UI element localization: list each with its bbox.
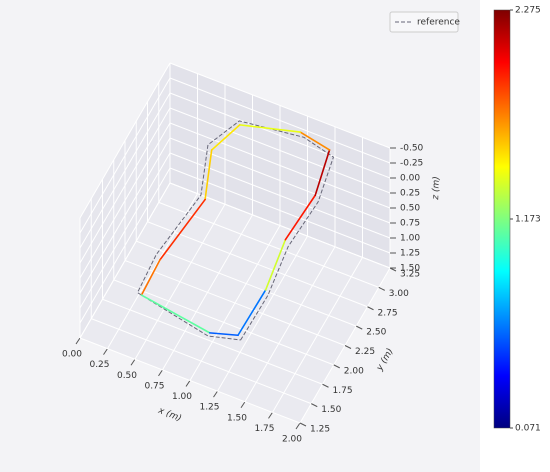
- trajectory-segment: [208, 332, 239, 337]
- trajectory-segment: [264, 238, 287, 291]
- y-tick: [322, 383, 329, 388]
- grid-line: [79, 62, 171, 219]
- z-axis-label: z (m): [431, 176, 442, 201]
- x-tick-label: 0.25: [89, 360, 109, 370]
- y-tick-label: 2.50: [366, 328, 386, 338]
- y-tick-label: 3.00: [389, 289, 409, 299]
- y-tick-label: 1.25: [310, 425, 330, 435]
- x-tick: [240, 401, 246, 409]
- grid-line: [158, 201, 379, 288]
- y-tick: [378, 286, 385, 291]
- z-tick-label: 0.25: [400, 189, 420, 199]
- grid-line: [169, 92, 391, 179]
- trajectory-segment: [159, 198, 206, 261]
- grid-line: [169, 107, 391, 194]
- grid-line: [79, 337, 301, 424]
- z-tick-label: 1.00: [400, 234, 420, 244]
- grid-line: [124, 260, 346, 346]
- x-tick: [75, 337, 81, 345]
- y-tick: [356, 325, 363, 330]
- z-tick-label: -0.50: [400, 144, 424, 154]
- y-tick-label: 3.25: [400, 270, 420, 280]
- y-tick: [333, 364, 340, 369]
- x-tick: [158, 369, 163, 377]
- trajectory-segment: [204, 149, 213, 201]
- trajectory-segment: [210, 124, 241, 151]
- grid-line: [79, 137, 171, 294]
- grid-line: [169, 122, 391, 209]
- x-tick: [268, 412, 273, 419]
- y-tick-label: 2.75: [378, 308, 398, 318]
- grid-line: [102, 298, 323, 385]
- x-tick-label: 1.00: [172, 392, 192, 402]
- trajectory-segment: [299, 131, 331, 151]
- z-tick-label: 1.50: [400, 264, 420, 274]
- y-tick-label: 2.25: [355, 347, 375, 357]
- x-tick-label: 0.50: [117, 371, 137, 381]
- y-tick: [367, 306, 374, 311]
- colorbar: [493, 9, 511, 429]
- reference-line: [136, 120, 335, 341]
- trajectory-segment: [237, 289, 267, 337]
- grid-line: [169, 182, 391, 269]
- grid-line: [113, 279, 334, 366]
- trajectory-segment: [284, 194, 317, 241]
- x-tick: [295, 422, 301, 430]
- y-tick: [344, 345, 352, 349]
- y-tick: [299, 422, 307, 427]
- colorbar-tick-label: 2.275: [515, 6, 541, 16]
- colorbar-tick-label: 0.071: [515, 424, 541, 434]
- x-tick: [185, 380, 191, 387]
- grid-line: [79, 77, 171, 234]
- z-tick-label: 0.50: [400, 204, 420, 214]
- y-tick-label: 1.50: [321, 405, 341, 415]
- x-tick: [130, 358, 136, 366]
- x-tick-label: 1.75: [254, 424, 274, 434]
- grid-line: [136, 240, 357, 327]
- z-tick-label: 0.00: [400, 174, 420, 184]
- grid-line: [79, 92, 171, 249]
- y-tick: [311, 403, 318, 408]
- trajectory-segment: [314, 149, 331, 197]
- x-tick-label: 2.00: [282, 435, 302, 445]
- grid-line: [79, 167, 171, 324]
- x-tick-label: 0.00: [62, 350, 82, 360]
- colorbar-tick-label: 1.173: [515, 215, 541, 225]
- legend-label: reference: [417, 18, 460, 28]
- y-tick-label: 1.75: [333, 386, 353, 396]
- x-tick-label: 1.25: [199, 403, 219, 413]
- grid-line: [79, 122, 171, 279]
- grid-line: [79, 182, 171, 339]
- grid-line: [79, 152, 171, 309]
- x-tick-label: 1.50: [227, 413, 247, 423]
- trajectory-segment: [140, 258, 161, 296]
- grid-line: [91, 318, 312, 405]
- grid-line: [147, 221, 368, 308]
- x-tick: [213, 390, 218, 398]
- legend-box: [389, 11, 459, 33]
- trajectory-segment: [140, 294, 211, 334]
- x-tick: [103, 348, 108, 355]
- grid-line: [169, 77, 391, 164]
- y-tick-label: 2.00: [344, 366, 364, 376]
- grid-line: [79, 107, 171, 264]
- trajectory-segment: [238, 124, 302, 133]
- z-tick-label: -0.25: [400, 159, 423, 169]
- grid-line: [169, 152, 391, 239]
- z-tick-label: 1.25: [400, 249, 420, 259]
- grid-line: [169, 62, 391, 149]
- z-tick-label: 0.75: [400, 219, 420, 229]
- x-tick-label: 0.75: [144, 381, 164, 391]
